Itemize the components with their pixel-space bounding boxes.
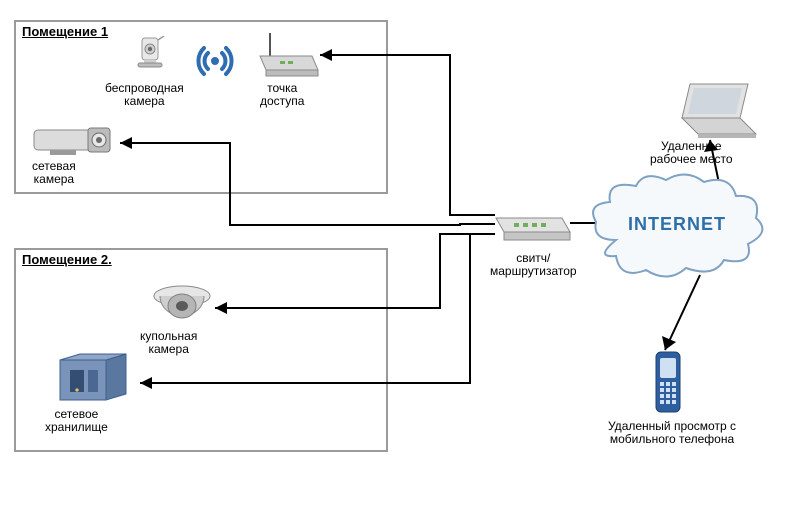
internet-label: INTERNET [628, 218, 726, 231]
network-camera-label: сетевая камера [32, 160, 76, 186]
diagram-stage: Помещение 1 Помещение 2. [0, 0, 800, 505]
access-point-label: точка доступа [260, 82, 304, 108]
access-point-icon [252, 30, 320, 85]
phone-label: Удаленный просмотр с мобильного телефона [608, 420, 736, 446]
wireless-camera-icon [130, 36, 170, 85]
room-1-title: Помещение 1 [22, 24, 108, 39]
wifi-icon [190, 44, 240, 83]
laptop-label: Удаленное рабочее место [650, 140, 733, 166]
nas-icon [54, 350, 134, 411]
dome-camera-label: купольная камера [140, 330, 197, 356]
room-2-title: Помещение 2. [22, 252, 112, 267]
switch-icon [490, 206, 576, 253]
phone-icon [648, 350, 688, 423]
dome-camera-icon [150, 282, 214, 333]
nas-label: сетевое хранилище [45, 408, 108, 434]
laptop-icon [660, 78, 760, 147]
arrow-phone [662, 336, 676, 350]
switch-label: свитч/ маршрутизатор [490, 252, 577, 278]
wireless-camera-label: беспроводная камера [105, 82, 184, 108]
